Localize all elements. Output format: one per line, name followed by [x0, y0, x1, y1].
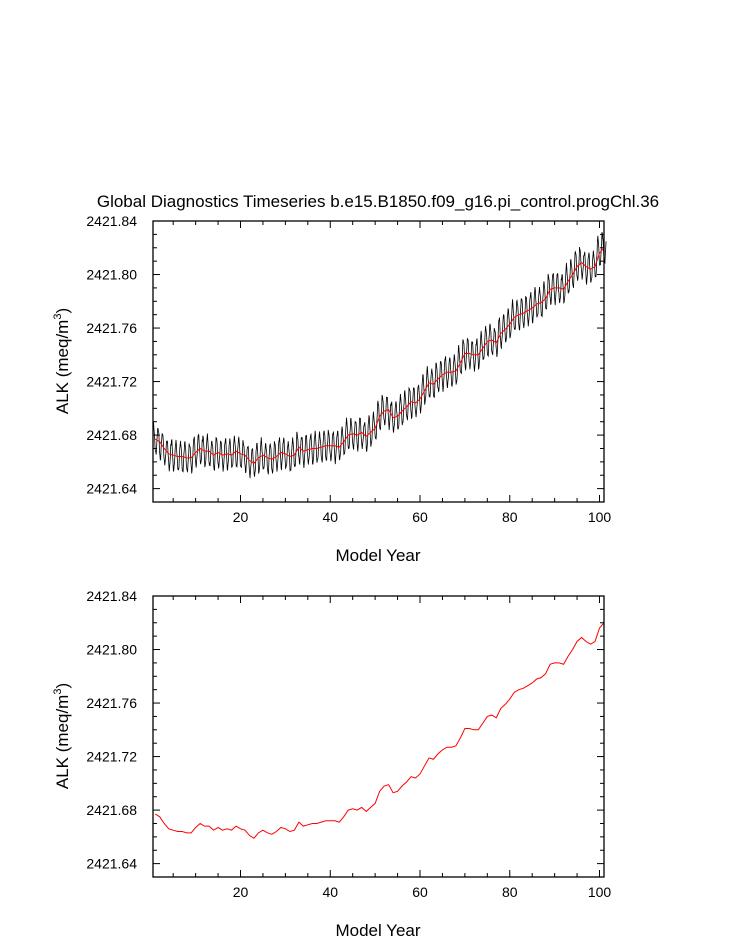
y-tick-label: 2421.68: [86, 427, 137, 443]
x-tick-label: 80: [502, 509, 518, 525]
x-axis-label: Model Year: [335, 921, 420, 940]
y-tick-label: 2421.84: [86, 588, 137, 604]
x-tick-label: 100: [588, 884, 612, 900]
x-tick-label: 20: [233, 509, 249, 525]
series-line-annual-mean: [154, 622, 605, 839]
plot-frame: [152, 595, 605, 878]
y-tick-label: 2421.64: [86, 481, 137, 497]
y-axis-label: ALK (meq/m3): [52, 683, 72, 789]
y-tick-label: 2421.68: [86, 802, 137, 818]
y-tick-label: 2421.64: [86, 856, 137, 872]
y-tick-label: 2421.76: [86, 320, 137, 336]
x-axis-label: Model Year: [335, 546, 420, 565]
x-tick-label: 60: [412, 884, 428, 900]
y-tick-label: 2421.80: [86, 642, 137, 658]
x-tick-label: 60: [412, 509, 428, 525]
series-line-annual-mean: [154, 247, 605, 464]
x-tick-label: 20: [233, 884, 249, 900]
series-layer: [154, 622, 605, 839]
chart-title: Global Diagnostics Timeseries b.e15.B185…: [97, 192, 659, 211]
timeseries-panel-monthly: 20 40 60 80 100 2421.64 2421.68 2421.72 2421.76 2…: [52, 213, 611, 565]
timeseries-panel-annual: 20 40 60 80 100 2421.64 2421.68 2421.72 2421.76 2…: [52, 588, 611, 940]
ticks-layer: 20 40 60 80 100 2421.64 2421.68 2421.72 2421.76 2…: [86, 588, 611, 900]
y-tick-label: 2421.76: [86, 695, 137, 711]
x-tick-label: 40: [322, 509, 338, 525]
ticks-layer: 20 40 60 80 100 2421.64 2421.68 2421.72 2421.76 2…: [86, 213, 611, 525]
plot-frame: [152, 220, 605, 503]
y-tick-label: 2421.80: [86, 267, 137, 283]
y-tick-label: 2421.72: [86, 374, 137, 390]
x-tick-label: 40: [322, 884, 338, 900]
y-tick-label: 2421.84: [86, 213, 137, 229]
series-line-monthly: [152, 232, 607, 479]
y-axis-label: ALK (meq/m3): [52, 308, 72, 414]
x-tick-label: 100: [588, 509, 612, 525]
x-tick-label: 80: [502, 884, 518, 900]
series-layer: [152, 232, 607, 479]
y-tick-label: 2421.72: [86, 749, 137, 765]
